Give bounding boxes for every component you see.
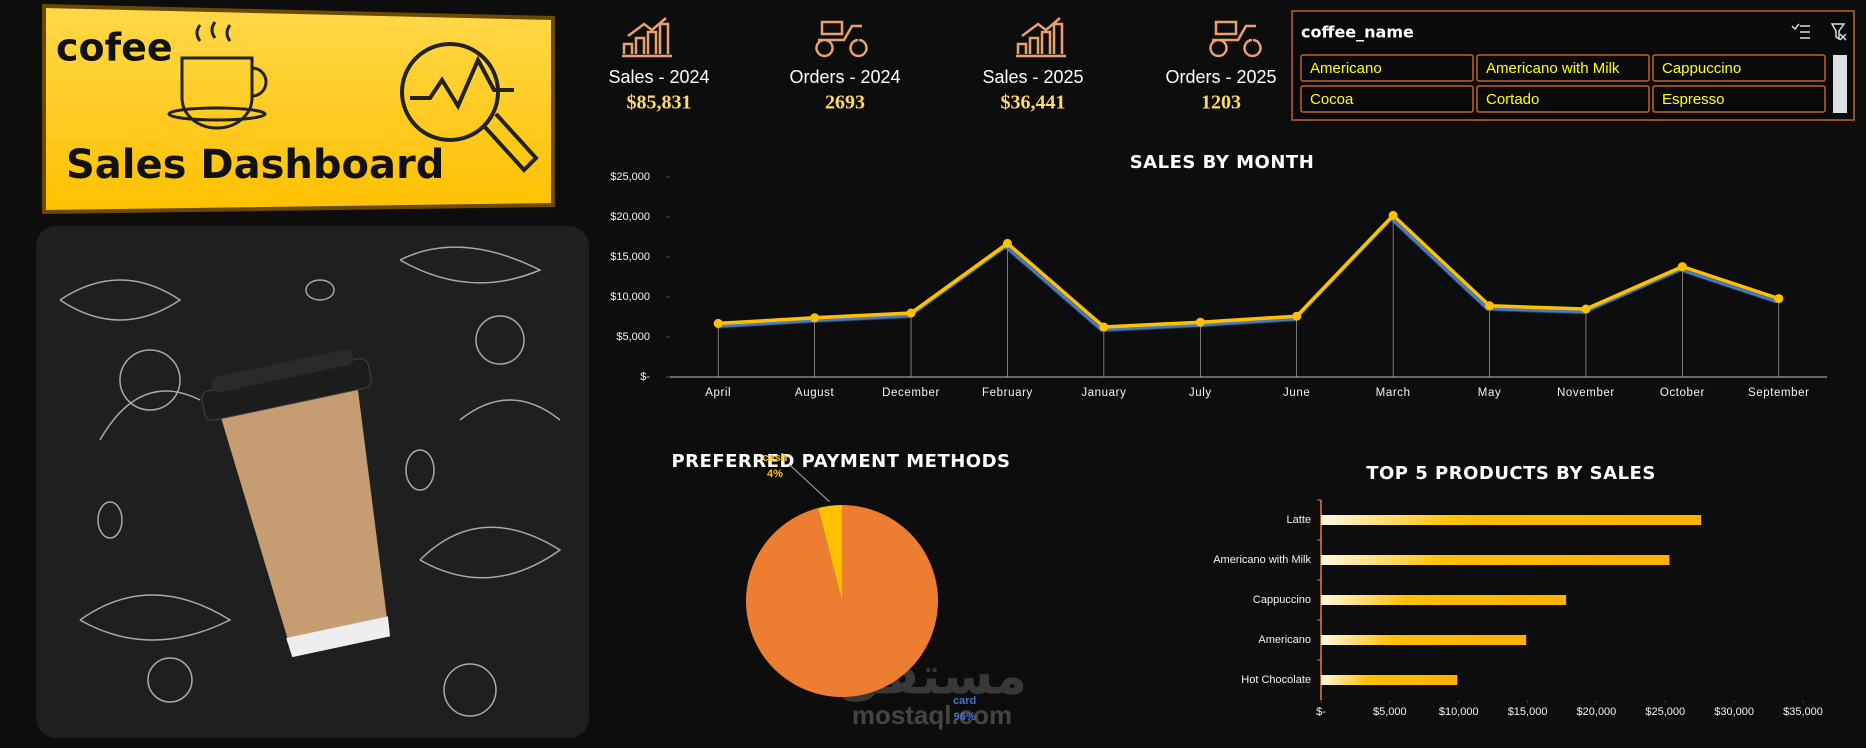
x-tick-label: $10,000 (1439, 706, 1479, 718)
brand: cofee (56, 26, 173, 70)
slicer-item[interactable]: Americano (1310, 60, 1382, 77)
x-tick-label: $35,000 (1783, 706, 1823, 718)
y-tick-label: Latte (1287, 514, 1311, 526)
slicer-title: coffee_name (1301, 23, 1414, 42)
slicer-item[interactable]: Cappuccino (1662, 60, 1741, 77)
y-tick-label: Hot Chocolate (1241, 674, 1311, 686)
x-tick-label: June (1283, 387, 1310, 399)
slicer-button[interactable] (1476, 54, 1650, 82)
x-tick-label: July (1189, 387, 1212, 399)
bar (1321, 635, 1527, 645)
slicer-button[interactable] (1300, 85, 1474, 113)
y-tick-label: Americano (1258, 634, 1311, 646)
data-point (1099, 322, 1109, 332)
chart-title: TOP 5 PRODUCTS BY SALES (1366, 463, 1656, 484)
data-point (713, 318, 723, 328)
pie-slice (818, 505, 842, 601)
slicer-item[interactable]: Espresso (1662, 91, 1725, 108)
slicer-button[interactable] (1652, 85, 1826, 113)
data-point (1485, 301, 1495, 311)
x-tick-label: $30,000 (1714, 706, 1754, 718)
x-tick-label: October (1660, 387, 1705, 399)
slicer-scrollbar[interactable] (1833, 55, 1847, 113)
kpi-label: Sales - 2025 (982, 67, 1083, 87)
line-series (718, 212, 1780, 329)
header: cofee Sales Dashboard (42, 3, 555, 215)
kpi-label: Sales - 2024 (608, 67, 709, 87)
x-tick-label: February (982, 387, 1033, 399)
x-tick-label: January (1081, 387, 1126, 399)
y-tick-label: $25,000 (610, 171, 650, 183)
x-tick-label: May (1478, 387, 1502, 399)
y-tick-label: $15,000 (610, 251, 650, 263)
x-tick-label: September (1748, 387, 1810, 399)
leaf-pattern (59, 246, 562, 717)
data-point (1388, 210, 1398, 220)
y-tick-label: $5,000 (616, 331, 650, 343)
pie-value-label: 96% (954, 711, 976, 723)
y-tick-label: $10,000 (610, 291, 650, 303)
x-tick-label: March (1376, 387, 1411, 399)
illustration (36, 226, 589, 738)
y-tick-label: Americano with Milk (1213, 554, 1311, 566)
kpi-value: $36,441 (1001, 92, 1066, 114)
y-tick-label: $- (640, 371, 650, 383)
x-tick-label: $- (1316, 706, 1326, 718)
slicer-button[interactable] (1476, 85, 1650, 113)
slicer-item[interactable]: Americano with Milk (1486, 60, 1620, 77)
bar (1321, 595, 1567, 605)
x-tick-label: $25,000 (1645, 706, 1685, 718)
slicer-item[interactable]: Cocoa (1310, 91, 1354, 108)
pie-value-label: 4% (767, 468, 783, 480)
x-tick-label: April (705, 387, 731, 399)
bar (1321, 515, 1702, 525)
bar (1321, 555, 1670, 565)
cup-icon (167, 21, 268, 130)
data-point (906, 308, 916, 318)
kpi-value: $85,831 (627, 92, 692, 114)
kpi-label: Orders - 2025 (1165, 67, 1276, 87)
slicer-item[interactable]: Cortado (1486, 91, 1539, 108)
data-point (1195, 317, 1205, 327)
data-point (1581, 304, 1591, 314)
analytics-icon (400, 42, 539, 173)
slicer-button[interactable] (1300, 54, 1474, 82)
dashboard-title: Sales Dashboard (66, 142, 444, 188)
header-card (42, 3, 555, 215)
pie-label: card (953, 695, 976, 707)
data-point (1774, 294, 1784, 304)
slicer-tools[interactable] (1791, 23, 1847, 41)
watermark-latin: mostaql.com (852, 700, 1012, 730)
x-tick-label: December (882, 387, 940, 399)
x-tick-label: $15,000 (1508, 706, 1548, 718)
chart-title: SALES BY MONTH (1130, 152, 1315, 173)
y-tick-label: $20,000 (610, 211, 650, 223)
data-point (1002, 238, 1012, 248)
chart-title: PREFERRED PAYMENT METHODS (671, 451, 1010, 472)
leader-line (788, 463, 830, 503)
data-point (1677, 262, 1687, 272)
pie-label: cash (762, 452, 787, 464)
x-tick-label: November (1557, 387, 1615, 399)
y-tick-label: Cappuccino (1253, 594, 1311, 606)
x-tick-label: August (795, 387, 835, 399)
slicer-button[interactable] (1652, 54, 1826, 82)
data-point (1292, 311, 1302, 321)
data-point (810, 313, 820, 323)
x-tick-label: $20,000 (1577, 706, 1617, 718)
slicer: coffee_name Americano Americano with Milk… (1291, 10, 1855, 121)
kpi-icons (622, 17, 1262, 58)
x-tick-label: $5,000 (1373, 706, 1407, 718)
kpi-value: 2693 (825, 92, 865, 114)
kpi-value: 1203 (1201, 92, 1241, 114)
kpi-label: Orders - 2024 (789, 67, 900, 87)
paper-cup (201, 349, 391, 658)
bar (1321, 675, 1458, 685)
